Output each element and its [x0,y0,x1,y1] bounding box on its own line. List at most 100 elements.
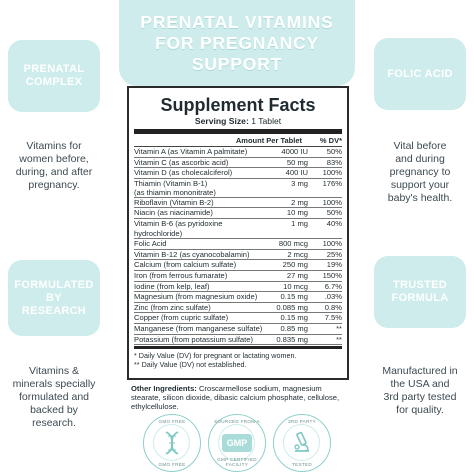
dv-header: % DV* [319,136,342,145]
divider [134,346,342,350]
formulated-text: Vitamins & minerals specially formulated… [12,365,96,429]
tab-prenatal-complex: PRENATAL COMPLEX [8,40,100,112]
badge-top-text: 3RD PARTY [287,419,317,424]
nutrient-amount: 0.85 mg [280,323,308,333]
facts-row: Iodine (from kelp, leaf) 10 mcg 6.7% [134,282,342,293]
footnote-1: * Daily Value (DV) for pregnant or lacta… [134,351,297,361]
nutrient-dv: 19% [326,260,342,270]
tab-label-line: PRENATAL [23,63,85,75]
badge-bottom-text: GMP CERTIFIED FACILITY [217,457,257,467]
tab-label-line: FORMULATED [14,278,94,291]
facts-row: Riboflavin (Vitamin B-2) 2 mg 100% [134,198,342,209]
facts-row: Vitamin B-6 (as pyridoxine hydrochloride… [134,218,342,240]
facts-row: Folic Acid 800 mcg 100% [134,239,342,250]
nutrient-amount: 10 mg [286,208,308,218]
facts-row: Vitamin B-12 (as cyanocobalamin) 2 mcg 25% [134,250,342,261]
tab-label-line: BY [46,291,62,304]
facts-row: Thiamin (Vitamin B-1) (as thiamin mononi… [134,179,342,198]
nutrient-name: Copper (from cupric sulfate) [134,313,229,323]
third-party-tested-badge: 3RD PARTY TESTED [273,414,331,472]
trusted-formula-text: Manufactured in the USA and 3rd party te… [382,365,458,416]
facts-row: Potassium (from potassium sulfate) 0.835 … [134,335,342,346]
nutrient-amount: 0.835 mg [276,334,308,344]
nutrient-name: Calcium (from calcium sulfate) [134,260,237,270]
facts-title: Supplement Facts [160,95,316,115]
nutrient-amount: 10 mcg [283,281,308,291]
nutrient-dv: ** [336,334,342,344]
supplement-facts-panel: Supplement Facts Serving Size: 1 Tablet … [127,86,349,380]
facts-row: Vitamin D (as cholecalciferol) 400 IU 100% [134,168,342,179]
nutrient-name: Magnesium (from magnesium oxide) [134,292,258,302]
other-ingredients-label: Other Ingredients: [131,384,197,393]
badge-top-text: GMO FREE [158,419,186,424]
nutrient-dv: .03% [324,292,342,302]
banner-line-3: SUPPORT [191,53,283,74]
banner-line-1: PRENATAL VITAMINS [140,11,334,32]
nutrient-name: Thiamin (Vitamin B-1) (as thiamin mononi… [134,178,216,197]
nutrient-dv: 50% [326,208,342,218]
nutrient-dv: 25% [326,249,342,259]
facts-row: Niacin (as niacinamide) 10 mg 50% [134,208,342,219]
facts-row: Iron (from ferrous fumarate) 27 mg 150% [134,271,342,282]
dna-icon [165,431,179,455]
nutrient-amount: 27 mg [286,270,308,280]
tab-label-line: FORMULA [391,292,449,304]
nutrient-name: Vitamin B-12 (as cyanocobalamin) [134,249,250,259]
folic-acid-text: Vital before and during pregnancy to sup… [387,140,453,204]
facts-rows: Vitamin A (as Vitamin A palmitate) 4000 I… [134,147,342,346]
nutrient-name: Manganese (from manganese sulfate) [134,323,263,333]
gmp-icon: GMP [222,434,252,452]
nutrient-amount: 50 mg [286,157,308,167]
badge-bottom-text: TESTED [292,462,312,467]
nutrient-dv: 83% [326,157,342,167]
nutrient-dv: 100% [322,239,342,249]
nutrient-name: Potassium (from potassium sulfate) [134,334,254,344]
nutrient-name: Iodine (from kelp, leaf) [134,281,210,291]
nutrient-name: Vitamin A (as Vitamin A palmitate) [134,147,248,156]
badge-top-text: SOURCED FROM A [213,419,261,424]
nutrient-name: Vitamin C (as ascorbic acid) [134,157,229,167]
facts-header-row: Amount Per Tablet % DV* [134,135,342,146]
tab-label-line: COMPLEX [25,76,83,88]
badge-bottom-text: GMO FREE [158,462,186,467]
tab-formulated-by-research: FORMULATED BY RESEARCH [8,260,100,336]
nutrient-amount: 0.085 mg [276,302,308,312]
nutrient-amount: 2 mcg [287,249,308,259]
serving-size: Serving Size: 1 Tablet [194,116,282,126]
nutrient-dv: 6.7% [324,281,342,291]
nutrient-name: Vitamin D (as cholecalciferol) [134,168,233,178]
nutrient-dv: 176% [322,178,342,188]
amount-header: Amount Per Tablet [235,136,302,145]
facts-row: Magnesium (from magnesium oxide) 0.15 mg.… [134,292,342,303]
footnotes: * Daily Value (DV) for pregnant or lacta… [134,351,342,369]
nutrient-dv: 100% [322,197,342,207]
banner-title: PRENATAL VITAMINS FOR PREGNANCY SUPPORT [140,12,333,75]
nutrient-amount: 1 mg [291,218,308,228]
nutrient-dv: ** [336,323,342,333]
nutrient-dv: 50% [326,147,342,156]
gmp-badge: SOURCED FROM A GMP GMP CERTIFIED FACILIT… [208,414,266,472]
nutrient-amount: 2 mg [291,197,308,207]
tab-folic-acid: FOLIC ACID [374,38,466,110]
microscope-icon [294,431,309,452]
other-ingredients: Other Ingredients: Croscarmellose sodium… [131,384,347,412]
nutrient-amount: 800 mcg [278,239,308,249]
nutrient-amount: 400 IU [285,168,308,178]
tab-trusted-formula: TRUSTED FORMULA [374,256,466,328]
nutrient-name: Folic Acid [134,239,167,249]
title-banner: PRENATAL VITAMINS FOR PREGNANCY SUPPORT [119,0,355,86]
facts-row: Vitamin A (as Vitamin A palmitate) 4000 I… [134,147,342,158]
nutrient-name: Iron (from ferrous fumarate) [134,270,228,280]
nutrient-dv: 100% [322,168,342,178]
tab-label-line: RESEARCH [21,304,87,317]
nutrient-name: Niacin (as niacinamide) [134,208,213,218]
nutrient-amount: 3 mg [291,178,308,188]
footnote-2: ** Daily Value (DV) not established. [134,359,247,369]
nutrient-amount: 4000 IU [281,147,308,156]
nutrient-name: Zinc (from zinc sulfate) [134,302,211,312]
divider [134,146,342,147]
gmo-free-badge: GMO FREE GMO FREE [143,414,201,472]
nutrient-dv: 40% [326,218,342,228]
facts-row: Vitamin C (as ascorbic acid) 50 mg 83% [134,158,342,169]
prenatal-complex-text: Vitamins for women before, during, and a… [15,140,93,191]
